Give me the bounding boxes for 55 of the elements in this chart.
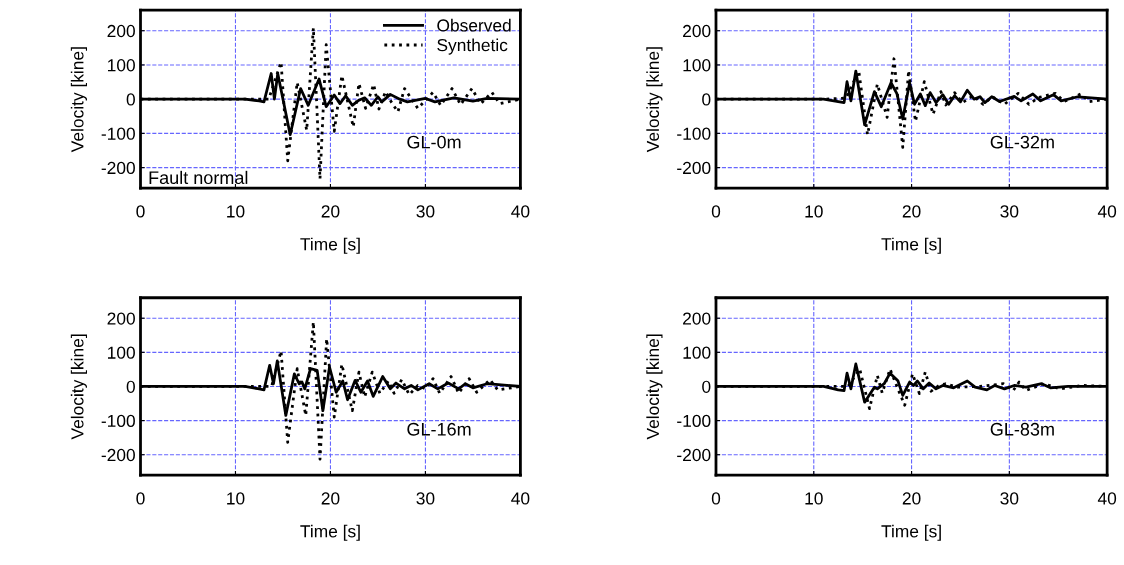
x-tick-label: 40 (1097, 205, 1117, 218)
x-tick-label: 10 (227, 492, 245, 505)
y-axis-title: Velocity [kine] (646, 334, 663, 440)
x-tick-label: 0 (136, 492, 145, 505)
annotation: GL-83m (990, 422, 1054, 436)
x-tick-label: 30 (416, 205, 435, 218)
y-tick-label: -100 (677, 414, 711, 428)
y-tick-label: 200 (683, 24, 711, 38)
y-tick-label: 200 (683, 312, 711, 325)
y-tick-label: 100 (108, 59, 135, 72)
y-tick-label: -200 (101, 448, 135, 462)
y-tick-label: 0 (126, 93, 135, 106)
annotation: Fault normal (149, 170, 248, 185)
x-tick-label: 10 (227, 205, 245, 218)
legend-label: Synthetic (437, 38, 508, 55)
y-tick-label: 0 (126, 380, 135, 393)
x-tick-label: 40 (511, 205, 530, 218)
y-tick-label: 200 (107, 24, 135, 38)
x-tick-label: 40 (1097, 492, 1117, 505)
y-tick-label: 100 (683, 59, 711, 72)
x-axis-title: Time [s] (881, 524, 941, 541)
x-tick-label: 10 (805, 492, 823, 505)
x-tick-label: 30 (416, 492, 435, 505)
annotation: GL-0m (407, 135, 461, 149)
x-tick-label: 30 (1000, 492, 1019, 505)
y-axis-title: Velocity [kine] (646, 47, 663, 153)
annotation: GL-32m (990, 135, 1054, 149)
y-tick-label: -100 (677, 127, 711, 140)
y-tick-label: 100 (108, 346, 135, 359)
x-tick-label: 0 (136, 205, 145, 218)
y-tick-label: -200 (677, 161, 711, 175)
y-tick-label: 200 (107, 312, 135, 325)
legend-label: Observed (437, 18, 511, 32)
y-tick-label: -200 (101, 161, 135, 175)
x-axis-title: Time [s] (300, 237, 360, 254)
x-tick-label: 20 (902, 492, 921, 505)
y-tick-label: 0 (702, 93, 711, 106)
y-axis-title: Velocity [kine] (70, 47, 88, 153)
x-tick-label: 30 (1000, 205, 1019, 218)
y-tick-label: -100 (101, 127, 135, 140)
x-tick-label: 0 (711, 492, 721, 505)
x-tick-label: 20 (321, 205, 340, 218)
x-tick-label: 40 (511, 492, 530, 505)
y-tick-label: -100 (101, 414, 135, 428)
annotation: GL-16m (407, 422, 471, 436)
y-axis-title: Velocity [kine] (70, 334, 88, 440)
x-axis-title: Time [s] (881, 237, 941, 254)
y-tick-label: 0 (702, 380, 711, 393)
x-tick-label: 20 (321, 492, 340, 505)
x-tick-label: 20 (902, 205, 921, 218)
x-tick-label: 10 (805, 205, 823, 218)
y-tick-label: -200 (677, 448, 711, 462)
x-tick-label: 0 (711, 205, 721, 218)
x-axis-title: Time [s] (300, 524, 360, 541)
y-tick-label: 100 (683, 346, 711, 359)
